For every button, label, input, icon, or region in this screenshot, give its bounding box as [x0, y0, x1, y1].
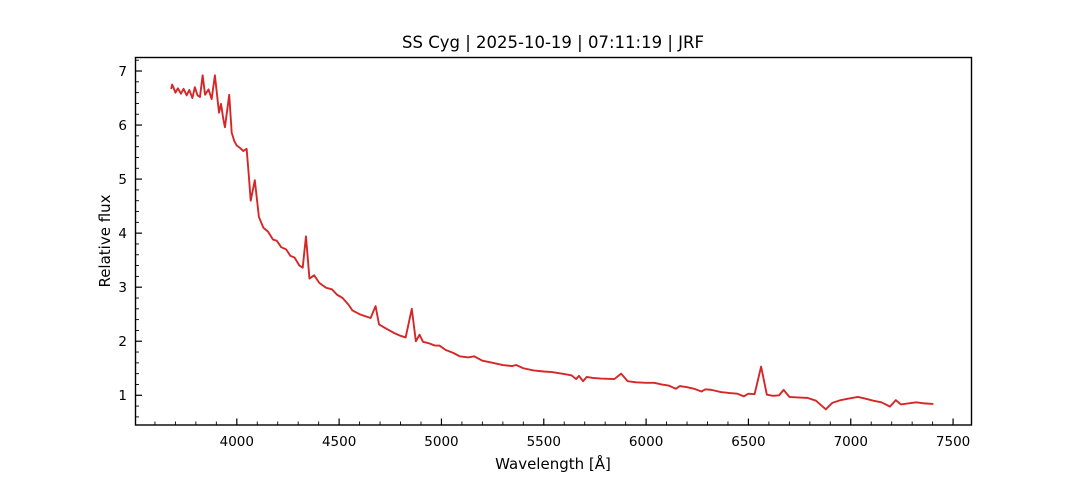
x-tick-label: 6500 [731, 434, 765, 450]
y-tick-label: 7 [118, 64, 127, 80]
x-axis-label: Wavelength [Å] [495, 454, 611, 473]
y-tick-label: 3 [118, 280, 127, 296]
x-major-ticks [236, 418, 954, 425]
y-minor-ticks [135, 59, 139, 418]
x-minor-ticks [154, 421, 934, 425]
y-tick-label: 2 [118, 334, 127, 350]
y-tick-labels: 1 2 3 4 5 6 7 [118, 64, 127, 404]
x-tick-label: 5000 [424, 434, 458, 450]
x-tick-label: 4500 [322, 434, 356, 450]
y-axis-label: Relative flux [96, 194, 114, 287]
x-tick-labels: 4000 4500 5000 5500 6000 6500 7000 7500 [220, 434, 971, 450]
y-major-ticks [135, 70, 142, 396]
y-tick-label: 5 [118, 172, 127, 188]
y-tick-label: 6 [118, 118, 127, 134]
x-tick-label: 7000 [834, 434, 868, 450]
y-tick-label: 1 [118, 388, 127, 404]
x-tick-label: 7500 [936, 434, 970, 450]
x-tick-label: 4000 [220, 434, 254, 450]
x-tick-label: 6000 [629, 434, 663, 450]
x-tick-label: 5500 [527, 434, 561, 450]
plot-title: SS Cyg | 2025-10-19 | 07:11:19 | JRF [402, 33, 704, 52]
spectrum-line [170, 74, 934, 411]
axes-frame [134, 56, 973, 426]
y-tick-label: 4 [118, 226, 127, 242]
